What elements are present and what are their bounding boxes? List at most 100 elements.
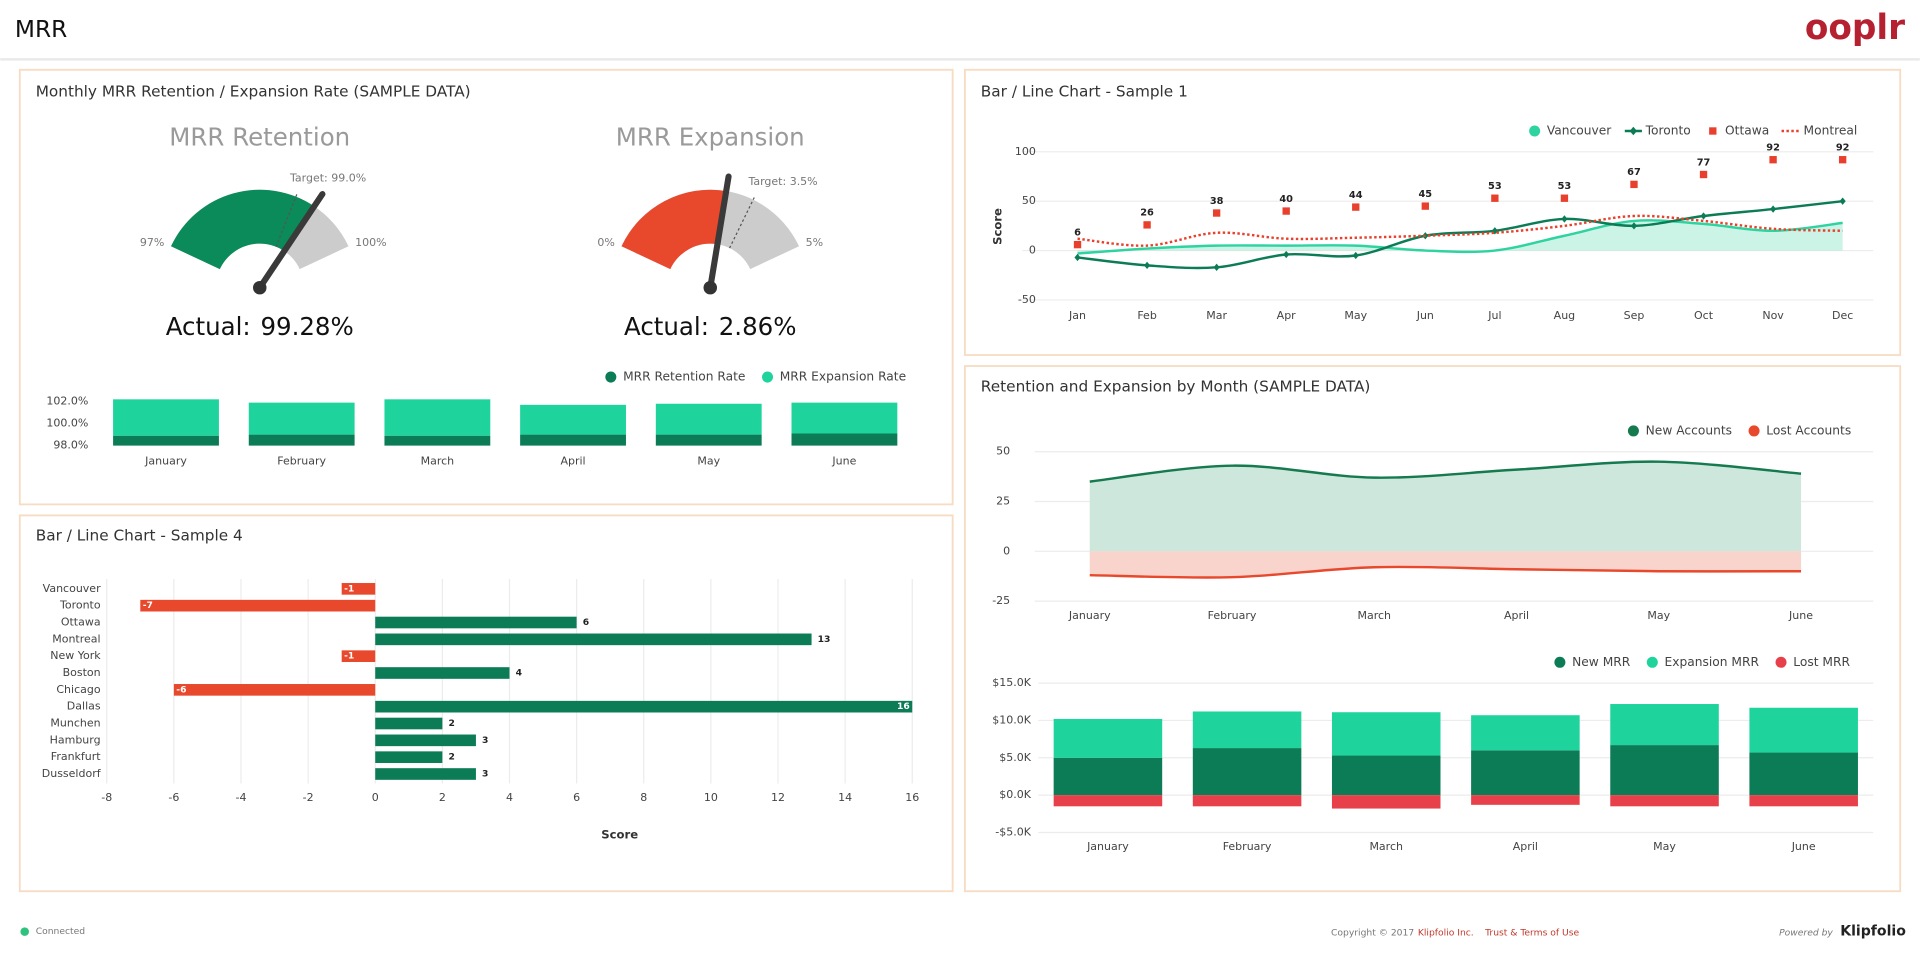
x-tick-label: April [560,455,585,468]
data-label: 2 [448,752,454,763]
point [1212,209,1221,217]
x-tick-label: 8 [640,791,647,804]
bar [1610,745,1719,796]
x-tick-label: Oct [1694,309,1714,322]
bar [1053,795,1163,807]
bar [1192,711,1302,749]
x-tick-label: June [831,455,856,468]
marker [1283,250,1290,259]
x-tick-label: January [1068,609,1111,622]
x-tick-label: Mar [1206,309,1227,322]
legend-label: Toronto [1645,123,1691,137]
actual-label: Actual: [624,312,709,341]
bar [1053,718,1163,758]
y-tick-label: 25 [996,495,1010,508]
actual-label: Actual: [166,312,251,341]
bar [375,700,913,713]
logo: ooplr [1805,8,1905,48]
x-tick-label: February [1223,840,1272,853]
x-tick-label: Dec [1832,309,1853,322]
terms-link[interactable]: Trust & Terms of Use [1484,927,1579,938]
marker [1839,197,1846,205]
bar [1471,795,1580,805]
data-label: 67 [1627,167,1641,178]
x-tick-label: 0 [372,791,379,804]
x-tick-label: May [1647,609,1670,622]
gauge-max-label: 100% [355,236,386,249]
bar [375,734,476,747]
data-label: -7 [143,600,153,611]
y-tick-label: $5.0K [999,751,1031,764]
legend-swatch [1529,125,1541,137]
brand: Klipfolio [1840,924,1906,940]
area [1077,220,1843,254]
marker [1352,251,1359,260]
x-tick-label: May [1653,840,1676,853]
bar [1471,715,1580,751]
gauge-value [170,189,315,270]
y-tick-label: $10.0K [992,713,1031,726]
x-axis-label: Score [601,827,638,841]
bar [1331,712,1441,756]
y-tick-label: 100 [1015,145,1036,158]
marker [1074,253,1081,262]
data-label: 38 [1210,196,1224,207]
point [1838,156,1847,164]
legend-swatch [1646,656,1658,668]
area [1089,461,1802,552]
bar [341,650,376,662]
panel [963,365,1902,893]
y-tick-label: -$5.0K [995,825,1031,838]
bar [1610,795,1719,807]
bar [1192,748,1302,796]
y-tick-label: Frankfurt [51,750,101,763]
legend-swatch [761,371,774,383]
y-tick-label: Dusseldorf [42,767,102,780]
line [1077,214,1843,247]
bar [1610,704,1719,746]
data-label: 3 [482,735,488,746]
bar [1749,752,1858,796]
gauge-target-label: Target: 3.5% [747,175,817,188]
powered-by: Powered by [1779,927,1833,938]
panel-title: Monthly MRR Retention / Expansion Rate (… [36,82,471,100]
x-tick-label: February [1208,609,1257,622]
y-tick-label: Vancouver [43,582,101,595]
marker [1700,212,1707,220]
x-tick-label: March [421,455,455,468]
y-tick-label: Toronto [59,599,101,612]
data-label: 40 [1279,194,1293,205]
x-tick-label: 12 [771,791,785,804]
bar [1192,795,1302,807]
panel-title: Bar / Line Chart - Sample 4 [36,527,243,545]
panel-title: Bar / Line Chart - Sample 1 [981,82,1188,100]
marker [1561,215,1568,223]
x-tick-label: Jul [1487,309,1501,322]
data-label: 26 [1140,208,1154,219]
x-tick-label: January [144,455,187,468]
panel-title: Retention and Expansion by Month (SAMPLE… [981,377,1371,395]
x-tick-label: 2 [439,791,446,804]
y-tick-label: New York [50,649,101,662]
line [1089,565,1802,579]
line [1077,219,1843,255]
copyright: Copyright © 2017 [1331,927,1414,938]
y-tick-label: 50 [996,445,1010,458]
data-label: 6 [583,617,589,628]
bar [375,751,443,763]
bar [520,434,626,446]
company-link[interactable]: Klipfolio Inc. [1418,927,1474,938]
x-tick-label: 4 [506,791,513,804]
point [1699,170,1708,179]
marker [1213,263,1220,272]
data-label: 2 [448,718,454,729]
bar [113,435,219,446]
point [1073,240,1082,249]
x-tick-label: 10 [704,791,718,804]
y-tick-label: Chicago [56,683,100,696]
bar [248,434,355,446]
legend-label: Montreal [1804,123,1858,137]
legend-label: Lost Accounts [1766,423,1851,437]
point [1491,194,1499,202]
